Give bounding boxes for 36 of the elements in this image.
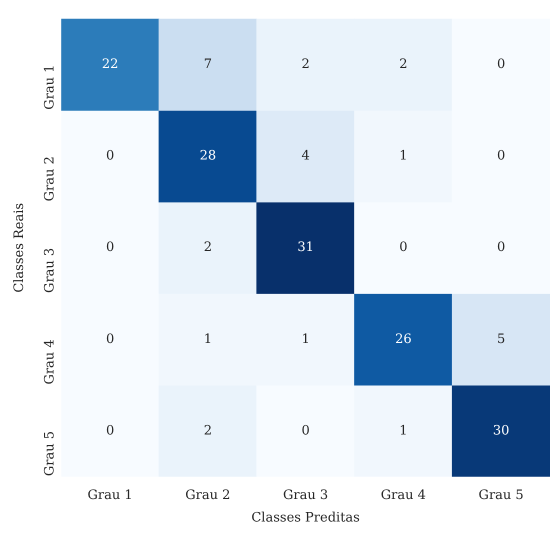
data-label: 0 (106, 240, 114, 256)
data-label: 4 (301, 148, 310, 164)
data-label: 7 (204, 56, 212, 72)
data-label: 1 (204, 332, 212, 347)
y-tick-label: Grau 1 (42, 64, 58, 110)
x-tick-label: Grau 4 (380, 488, 426, 503)
data-label: 1 (301, 332, 310, 347)
data-label: 31 (297, 240, 314, 256)
x-tick-label: Grau 1 (88, 488, 133, 503)
data-label: 28 (200, 148, 216, 164)
y-tick-label: Grau 3 (42, 248, 58, 293)
data-label: 0 (496, 148, 506, 164)
data-label: 0 (496, 240, 506, 256)
data-label: 1 (399, 423, 408, 438)
data-label: 2 (204, 240, 212, 256)
x-tick-label: Grau 5 (478, 488, 524, 503)
x-tick-label: Grau 2 (185, 488, 230, 503)
data-label: 0 (496, 56, 506, 72)
data-label: 22 (102, 56, 118, 72)
data-label: 2 (399, 56, 408, 72)
data-label: 1 (399, 148, 408, 164)
x-axis-title: Classes Preditas (251, 510, 360, 526)
data-label: 0 (106, 423, 114, 438)
data-label: 30 (492, 423, 510, 438)
data-label: 2 (204, 423, 212, 438)
data-label: 26 (395, 332, 412, 347)
data-label: 2 (301, 56, 310, 72)
data-label: 0 (399, 240, 408, 256)
x-tick-label: Grau 3 (283, 488, 328, 503)
y-axis-title: Classes Reais (12, 202, 28, 293)
data-label: 5 (496, 332, 506, 347)
data-label: 0 (106, 332, 114, 347)
data-label: 0 (106, 148, 114, 164)
y-tick-label: Grau 4 (42, 339, 58, 385)
y-tick-label: Grau 2 (42, 156, 58, 202)
data-label: 0 (301, 423, 310, 438)
